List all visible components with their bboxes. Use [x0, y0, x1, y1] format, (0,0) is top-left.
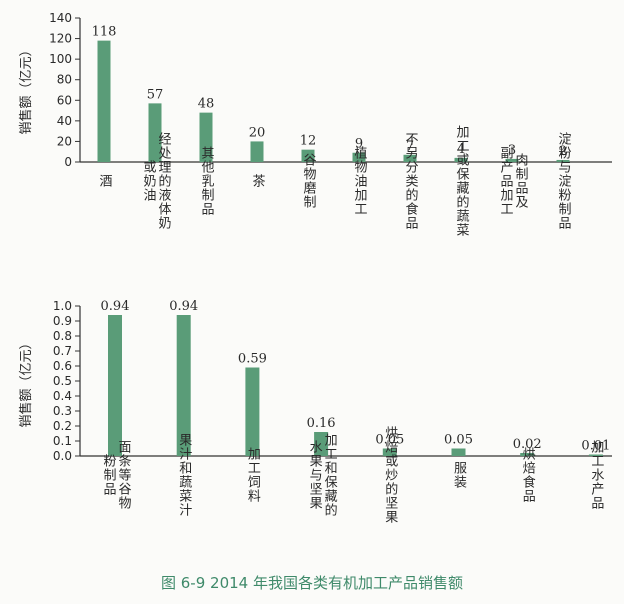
bar: [301, 149, 315, 162]
data-label: 0.05: [375, 433, 404, 448]
bar: [520, 453, 535, 456]
category-label: 加工和保藏的: [322, 433, 338, 517]
data-label: 20: [249, 125, 266, 140]
y-tick-label: 0.4: [53, 389, 72, 403]
bar: [97, 40, 111, 162]
category-label: 服装: [451, 461, 467, 489]
category-label: 茶: [250, 173, 266, 188]
category-label: 加工饲料: [245, 447, 261, 503]
bar: [403, 154, 417, 162]
category-label: 加工水产品: [588, 440, 604, 510]
y-tick-label: 0.2: [53, 419, 72, 433]
category-label: 肉制品及: [513, 153, 529, 209]
y-tick-label: 100: [49, 52, 72, 66]
bar: [588, 454, 603, 456]
y-tick-label: 20: [57, 134, 72, 148]
data-label: 4: [457, 142, 465, 157]
bar: [505, 158, 519, 162]
bar: [148, 103, 162, 162]
data-label: 2: [559, 144, 567, 159]
category-label: 烘焙或炒的坚果: [382, 426, 398, 524]
data-label: 12: [300, 134, 317, 149]
data-label: 0.94: [169, 299, 198, 314]
category-label: 经处理的液体奶: [156, 132, 172, 230]
bar: [382, 448, 397, 456]
category-label: 面条等谷物: [116, 440, 132, 510]
y-tick-label: 0.9: [53, 314, 72, 328]
data-label: 7: [406, 139, 414, 154]
bar: [199, 112, 213, 162]
y-tick-label: 0.1: [53, 434, 72, 448]
bar: [108, 315, 122, 456]
category-label: 水果与坚果: [307, 440, 323, 510]
data-label: 0.05: [444, 433, 473, 448]
category-label: 谷物磨制: [301, 153, 317, 209]
category-label: 淀粉与淀粉制品: [556, 132, 572, 230]
data-label: 0.02: [513, 437, 542, 452]
data-label: 0.59: [238, 352, 267, 367]
data-label: 0.01: [581, 439, 610, 454]
category-label: 粉制品: [101, 454, 117, 496]
y-tick-label: 60: [57, 93, 72, 107]
data-label: 118: [92, 25, 117, 40]
y-tick-label: 1.0: [53, 299, 72, 313]
category-label: 酒: [97, 174, 113, 188]
figure-caption: 图 6-9 2014 年我国各类有机加工产品销售额: [161, 574, 463, 592]
bar: [556, 159, 570, 162]
bar-charts: 0 20 40 60 80 100 120 140 销售额（亿元） 118 酒 57 经处理的液体奶或奶…: [18, 11, 612, 524]
category-label: 烘焙食品: [520, 447, 536, 503]
data-label: 48: [198, 97, 215, 112]
category-label: 副产品加工: [498, 146, 514, 216]
y-tick-label: 140: [49, 11, 72, 25]
category-label: 不另分类的食品: [403, 132, 419, 230]
y-tick-label: 0.0: [53, 449, 72, 463]
y-tick-label: 0.5: [53, 374, 72, 388]
y-tick-label: 0.7: [53, 344, 72, 358]
data-label: 9: [355, 137, 363, 152]
data-label: 57: [147, 87, 164, 102]
y-tick-label: 120: [49, 32, 72, 46]
y-tick-label: 40: [57, 114, 72, 128]
y-axis-title: 销售额（亿元）: [18, 43, 34, 134]
y-tick-label: 0: [64, 155, 72, 169]
bar: [250, 141, 264, 162]
data-label: 0.16: [307, 416, 336, 431]
category-label: 或奶油: [141, 160, 157, 202]
bar: [352, 152, 366, 162]
bar: [454, 157, 468, 162]
category-label: 植物油加工: [352, 146, 368, 216]
category-label: 其他乳制品: [199, 146, 215, 216]
y-tick-label: 80: [57, 73, 72, 87]
bar: [176, 315, 191, 456]
data-label: 0.94: [101, 299, 130, 314]
bar: [451, 448, 466, 456]
y-tick-label: 0.3: [53, 404, 72, 418]
category-label: 加工或保藏的蔬菜: [454, 125, 470, 237]
bar: [245, 367, 260, 456]
y-tick-label: 0.6: [53, 359, 72, 373]
bar: [314, 432, 329, 456]
y-axis-title: 销售额（亿元）: [18, 336, 34, 427]
data-label: 3: [508, 143, 516, 158]
category-label: 果汁和蔬菜汁: [176, 433, 192, 517]
y-tick-label: 0.8: [53, 329, 72, 343]
